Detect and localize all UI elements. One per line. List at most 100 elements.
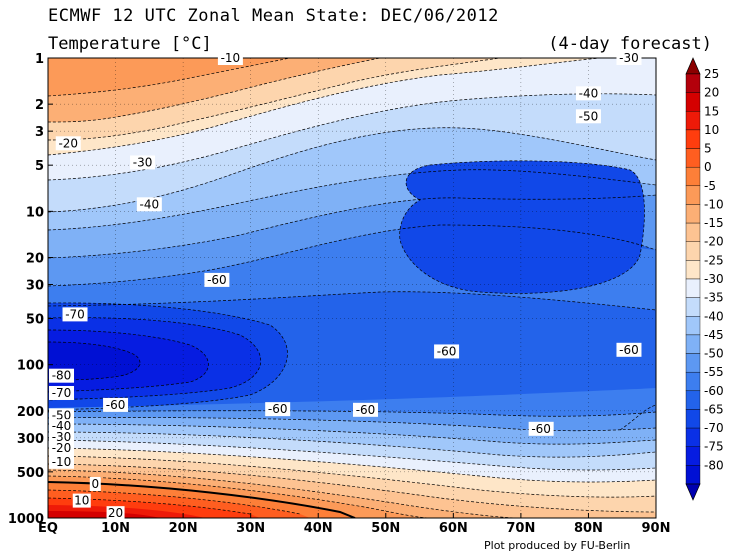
- colorbar-tick-label: -50: [704, 347, 724, 361]
- contour-line-18: [48, 423, 656, 445]
- x-tick-label: 30N: [236, 521, 265, 536]
- contour-label: -60: [356, 403, 376, 417]
- contour-line-6: [48, 58, 291, 97]
- y-tick-label: 10: [26, 205, 44, 220]
- colorbar-swatch: [685, 334, 701, 354]
- contour-label-bg: [265, 402, 291, 417]
- contour-label-bg: [49, 385, 75, 400]
- x-tick-label: 70N: [506, 521, 535, 536]
- contour-label: -10: [221, 51, 241, 65]
- colorbar-swatch: [685, 148, 701, 168]
- contour-label: -20: [52, 441, 72, 455]
- contour-line-16: [48, 410, 656, 417]
- temperature-fields: [48, 58, 656, 518]
- contour-label: -30: [133, 155, 153, 169]
- contour-label: -60: [531, 422, 551, 436]
- colorbar-tick-label: -5: [704, 179, 716, 193]
- contour-label: -60: [106, 398, 126, 412]
- y-tick-label: 2: [35, 98, 44, 113]
- x-tick-label: 50N: [371, 521, 400, 536]
- y-tick-label: 200: [17, 405, 44, 420]
- colorbar-tick-label: -75: [704, 440, 724, 454]
- credit-text: Plot produced by FU-Berlin: [484, 539, 631, 552]
- contour-label-bg: [204, 272, 230, 287]
- contour-label: -50: [579, 109, 599, 123]
- y-axis: 1 2 3 5 10 20 30 50 100 200 300 500 1000: [8, 52, 53, 527]
- contour-line-4: [48, 58, 501, 141]
- contour-label-bg: [49, 419, 75, 434]
- contour-label-bg: [49, 441, 75, 456]
- contour-line-5: [48, 58, 381, 123]
- colorbar-swatch: [685, 446, 701, 466]
- contour-line-17: [48, 417, 656, 432]
- colorbar-tick-label: -30: [704, 272, 724, 286]
- colorbar-swatch: [685, 316, 701, 336]
- grid: [48, 58, 656, 518]
- contour-label-bg: [130, 155, 156, 170]
- colorbar-swatch: [685, 92, 701, 112]
- field-upper-layer-1: [48, 127, 656, 230]
- contour-label-bg: [49, 408, 75, 423]
- contour-line-15: [48, 341, 141, 381]
- contour-label-bg: [106, 506, 125, 521]
- y-tick-label: 1: [35, 52, 44, 67]
- y-tick-label: 5: [35, 159, 44, 174]
- colorbar-tick-label: 0: [704, 160, 712, 174]
- field-polar-vortex: [399, 160, 645, 294]
- contour-label: -30: [52, 430, 72, 444]
- y-tick-label: 50: [26, 313, 44, 328]
- contour-line-13: [48, 317, 262, 401]
- contour-label-bg: [616, 342, 642, 357]
- contour-label: -60: [619, 343, 639, 357]
- colorbar-swatch: [685, 111, 701, 131]
- contour-line-9: [48, 224, 656, 287]
- colorbar-swatch: [685, 353, 701, 373]
- colorbar-swatch: [685, 73, 701, 93]
- field-top-left-layer-6: [48, 58, 290, 96]
- contour-label: -40: [140, 197, 160, 211]
- colorbar-tick-label: -65: [704, 402, 724, 416]
- colorbar-tick-label: -45: [704, 328, 724, 342]
- colorbar-swatch: [685, 185, 701, 205]
- contour-line-10: [399, 160, 645, 294]
- x-tick-label: 80N: [574, 521, 603, 536]
- colorbar-swatch: [685, 390, 701, 410]
- colorbar-tick-label: 20: [704, 86, 719, 100]
- contour-line-22: [48, 455, 656, 498]
- colorbar-top-arrow: [685, 57, 701, 75]
- contour-line-19: [48, 431, 656, 458]
- field-lower-layer-16: [48, 511, 160, 518]
- colorbar-swatch: [685, 297, 701, 317]
- contour-label: -60: [437, 344, 457, 358]
- contour-label-bg: [575, 86, 601, 101]
- contour-label: -10: [52, 455, 72, 469]
- x-tick-label: 90N: [642, 521, 671, 536]
- contour-line-20: [48, 439, 656, 471]
- contour-labels: -10 -30-40-50-20-30-40-60-70-60 -60-80-70-…: [49, 51, 642, 521]
- contour-label-bg: [575, 109, 601, 124]
- contour-label-bg: [55, 136, 81, 151]
- colorbar-swatch: [685, 241, 701, 261]
- y-tick-label: 20: [26, 251, 44, 266]
- contour-label-bg: [616, 51, 642, 65]
- contour-label: -30: [619, 51, 639, 65]
- contour-label-bg: [62, 307, 88, 322]
- contour-label-bg: [217, 51, 243, 65]
- contour-line-3: [48, 58, 601, 156]
- colorbar-tick-label: 5: [704, 142, 712, 156]
- colorbar-swatch: [685, 204, 701, 224]
- contour-line-12: [48, 302, 288, 411]
- colorbar-tick-label: -80: [704, 458, 724, 472]
- contour-label-bg: [434, 344, 460, 359]
- contour-label-bg: [49, 454, 75, 469]
- contour-label: 0: [91, 477, 99, 491]
- contour-label-bg: [89, 476, 101, 491]
- colorbar-tick-label: 10: [704, 123, 719, 137]
- colorbar-tick-label: -55: [704, 365, 724, 379]
- contour-label: -40: [579, 86, 599, 100]
- contour-label-bg: [353, 402, 379, 417]
- contour-line-2: [48, 93, 656, 181]
- contour-label-bg: [136, 197, 162, 212]
- contour-label: -80: [52, 369, 72, 383]
- colorbar-swatch: [685, 371, 701, 392]
